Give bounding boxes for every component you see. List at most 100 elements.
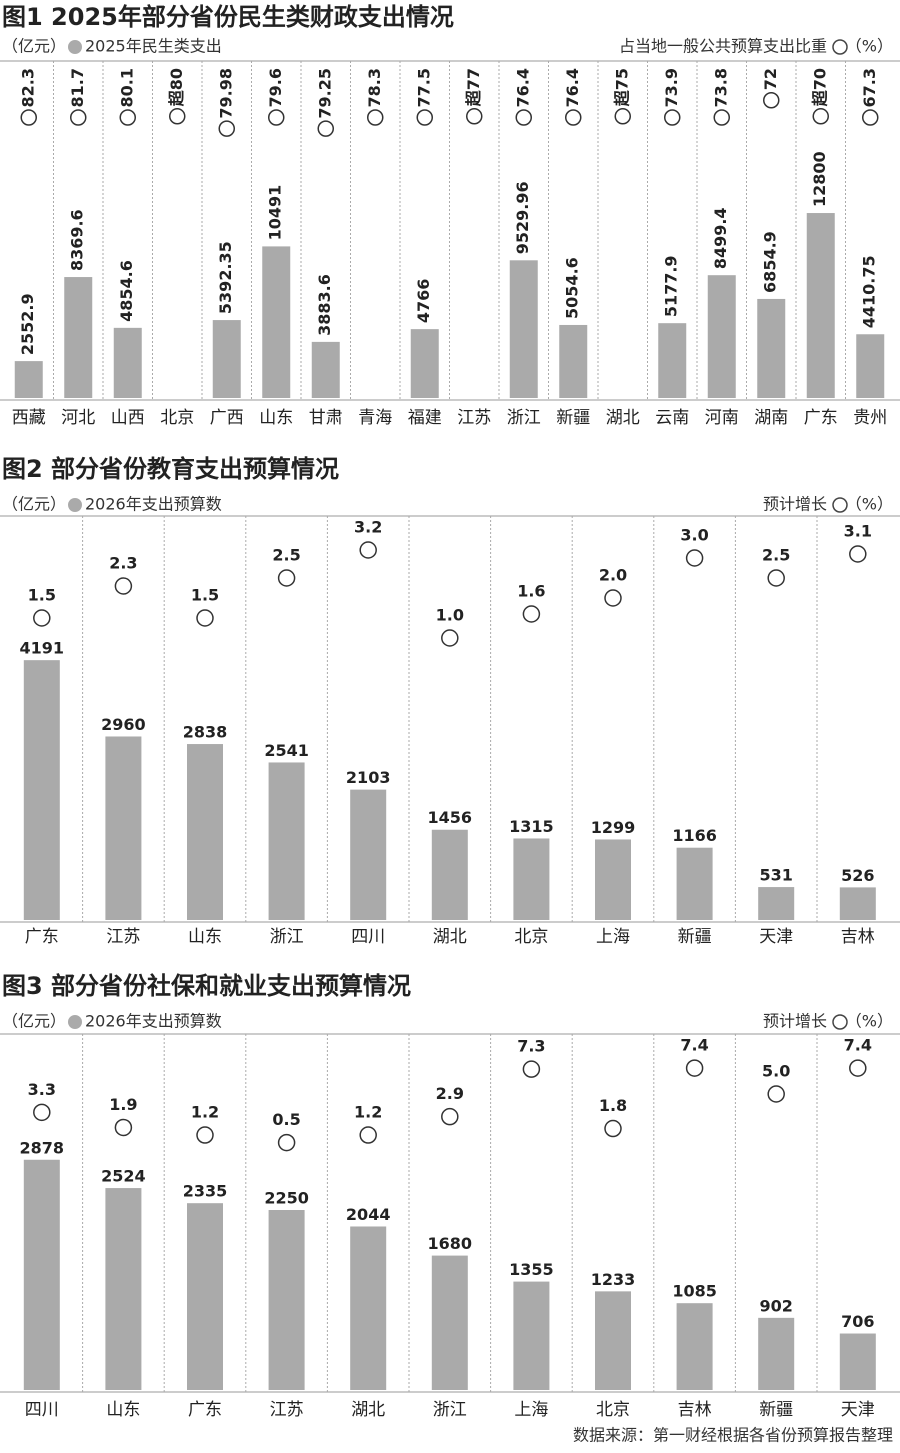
bar-value-label: 4854.6 [117, 260, 136, 322]
x-tick-label: 上海 [596, 927, 630, 947]
ratio-circle [416, 109, 433, 126]
growth-circle [685, 549, 704, 567]
circle-value-label: 超75 [612, 68, 631, 107]
bar [839, 1333, 876, 1390]
chart-title: 图3 部分省份社保和就业支出预算情况 [2, 972, 411, 1000]
growth-circle [522, 605, 541, 623]
bar [559, 324, 588, 398]
x-tick-label: 西藏 [12, 408, 46, 428]
circle-value-label: 78.3 [365, 68, 384, 107]
bar-value-label: 1233 [591, 1270, 636, 1289]
circle-value-label: 1.5 [28, 586, 56, 605]
bar-value-label: 8369.6 [68, 209, 87, 271]
bar [268, 762, 305, 920]
circle-value-label: 67.3 [860, 68, 879, 107]
x-tick-label: 广东 [804, 408, 838, 428]
circle-value-label: 76.4 [563, 68, 582, 107]
x-tick-label: 河北 [61, 408, 95, 428]
x-tick-label: 天津 [841, 1400, 875, 1420]
legend-dot [68, 1015, 82, 1029]
circle-value-label: 1.5 [191, 586, 219, 605]
bar-value-label: 8499.4 [711, 207, 730, 269]
y2-unit: （%） [846, 37, 893, 56]
growth-circle [33, 1103, 51, 1122]
bar-value-label: 6854.9 [761, 231, 780, 293]
y-unit: （亿元） [2, 1012, 66, 1031]
circle-value-label: 2.0 [599, 566, 627, 585]
bar [658, 323, 687, 398]
circle-value-label: 2.5 [762, 546, 790, 565]
bar-value-label: 2250 [264, 1189, 309, 1208]
bar-value-label: 1299 [591, 818, 636, 837]
bar [105, 736, 142, 920]
bar [839, 887, 876, 920]
ratio-circle [367, 109, 384, 126]
ratio-circle [713, 109, 730, 126]
ratio-circle [466, 108, 483, 125]
legend-circle-label: 预计增长 [763, 1012, 827, 1031]
bar-value-label: 10491 [266, 185, 285, 241]
growth-circle [277, 569, 296, 587]
circle-value-label: 2.5 [272, 546, 300, 565]
x-tick-label: 四川 [25, 1400, 59, 1420]
ratio-circle [515, 109, 532, 126]
bar [595, 1291, 631, 1390]
x-tick-label: 北京 [596, 1400, 630, 1420]
bar [350, 1226, 387, 1390]
y2-unit: （%） [846, 1012, 893, 1031]
growth-circle [114, 1118, 133, 1137]
x-tick-label: 江苏 [106, 927, 140, 947]
bar [676, 847, 713, 920]
bar [806, 213, 835, 398]
legend-circle [832, 39, 848, 55]
bar [113, 327, 142, 398]
growth-circle [277, 1133, 296, 1152]
x-tick-label: 广东 [188, 1400, 222, 1420]
bar [410, 329, 439, 398]
circle-value-label: 80.1 [117, 68, 136, 107]
x-tick-label: 贵州 [853, 408, 887, 428]
ratio-circle [268, 109, 285, 126]
ratio-circle [862, 109, 879, 126]
chart-title: 图2 部分省份教育支出预算情况 [2, 455, 339, 483]
bar [64, 277, 93, 398]
growth-circle [767, 1085, 785, 1103]
bar-value-label: 2541 [264, 741, 309, 760]
x-tick-label: 甘肃 [309, 408, 343, 428]
ratio-circle [20, 109, 37, 126]
x-tick-label: 湖北 [433, 927, 467, 947]
growth-circle [359, 541, 377, 559]
bar [676, 1303, 713, 1390]
x-tick-label: 湖南 [754, 408, 788, 428]
bar [187, 744, 223, 920]
legend-dot [68, 498, 82, 512]
x-tick-label: 四川 [351, 927, 385, 947]
growth-circle [359, 1126, 377, 1144]
circle-value-label: 79.25 [315, 68, 334, 119]
bar-value-label: 1355 [509, 1260, 554, 1279]
x-tick-label: 吉林 [678, 1400, 712, 1420]
bar-value-label: 531 [759, 866, 792, 885]
x-tick-label: 广西 [210, 408, 244, 428]
circle-value-label: 2.9 [436, 1084, 464, 1103]
ratio-circle [614, 108, 631, 125]
chart-title: 图1 2025年部分省份民生类财政支出情况 [2, 3, 454, 31]
bar-value-label: 706 [841, 1312, 874, 1331]
bar [187, 1203, 223, 1390]
ratio-circle [119, 109, 136, 126]
bar-value-label: 1456 [428, 808, 473, 827]
ratio-circle [70, 109, 87, 126]
circle-value-label: 1.9 [109, 1095, 137, 1114]
bar-value-label: 1166 [672, 826, 717, 845]
bar [262, 246, 291, 398]
x-tick-label: 江苏 [457, 408, 491, 428]
circle-value-label: 3.3 [28, 1080, 56, 1099]
circle-value-label: 超70 [810, 68, 829, 107]
bar [14, 361, 43, 398]
bar [757, 298, 786, 398]
legend-circle-label: 预计增长 [763, 495, 827, 514]
x-tick-label: 新疆 [759, 1400, 793, 1420]
circle-value-label: 超80 [167, 68, 186, 107]
bar [513, 1281, 550, 1390]
bar-value-label: 902 [759, 1296, 792, 1315]
